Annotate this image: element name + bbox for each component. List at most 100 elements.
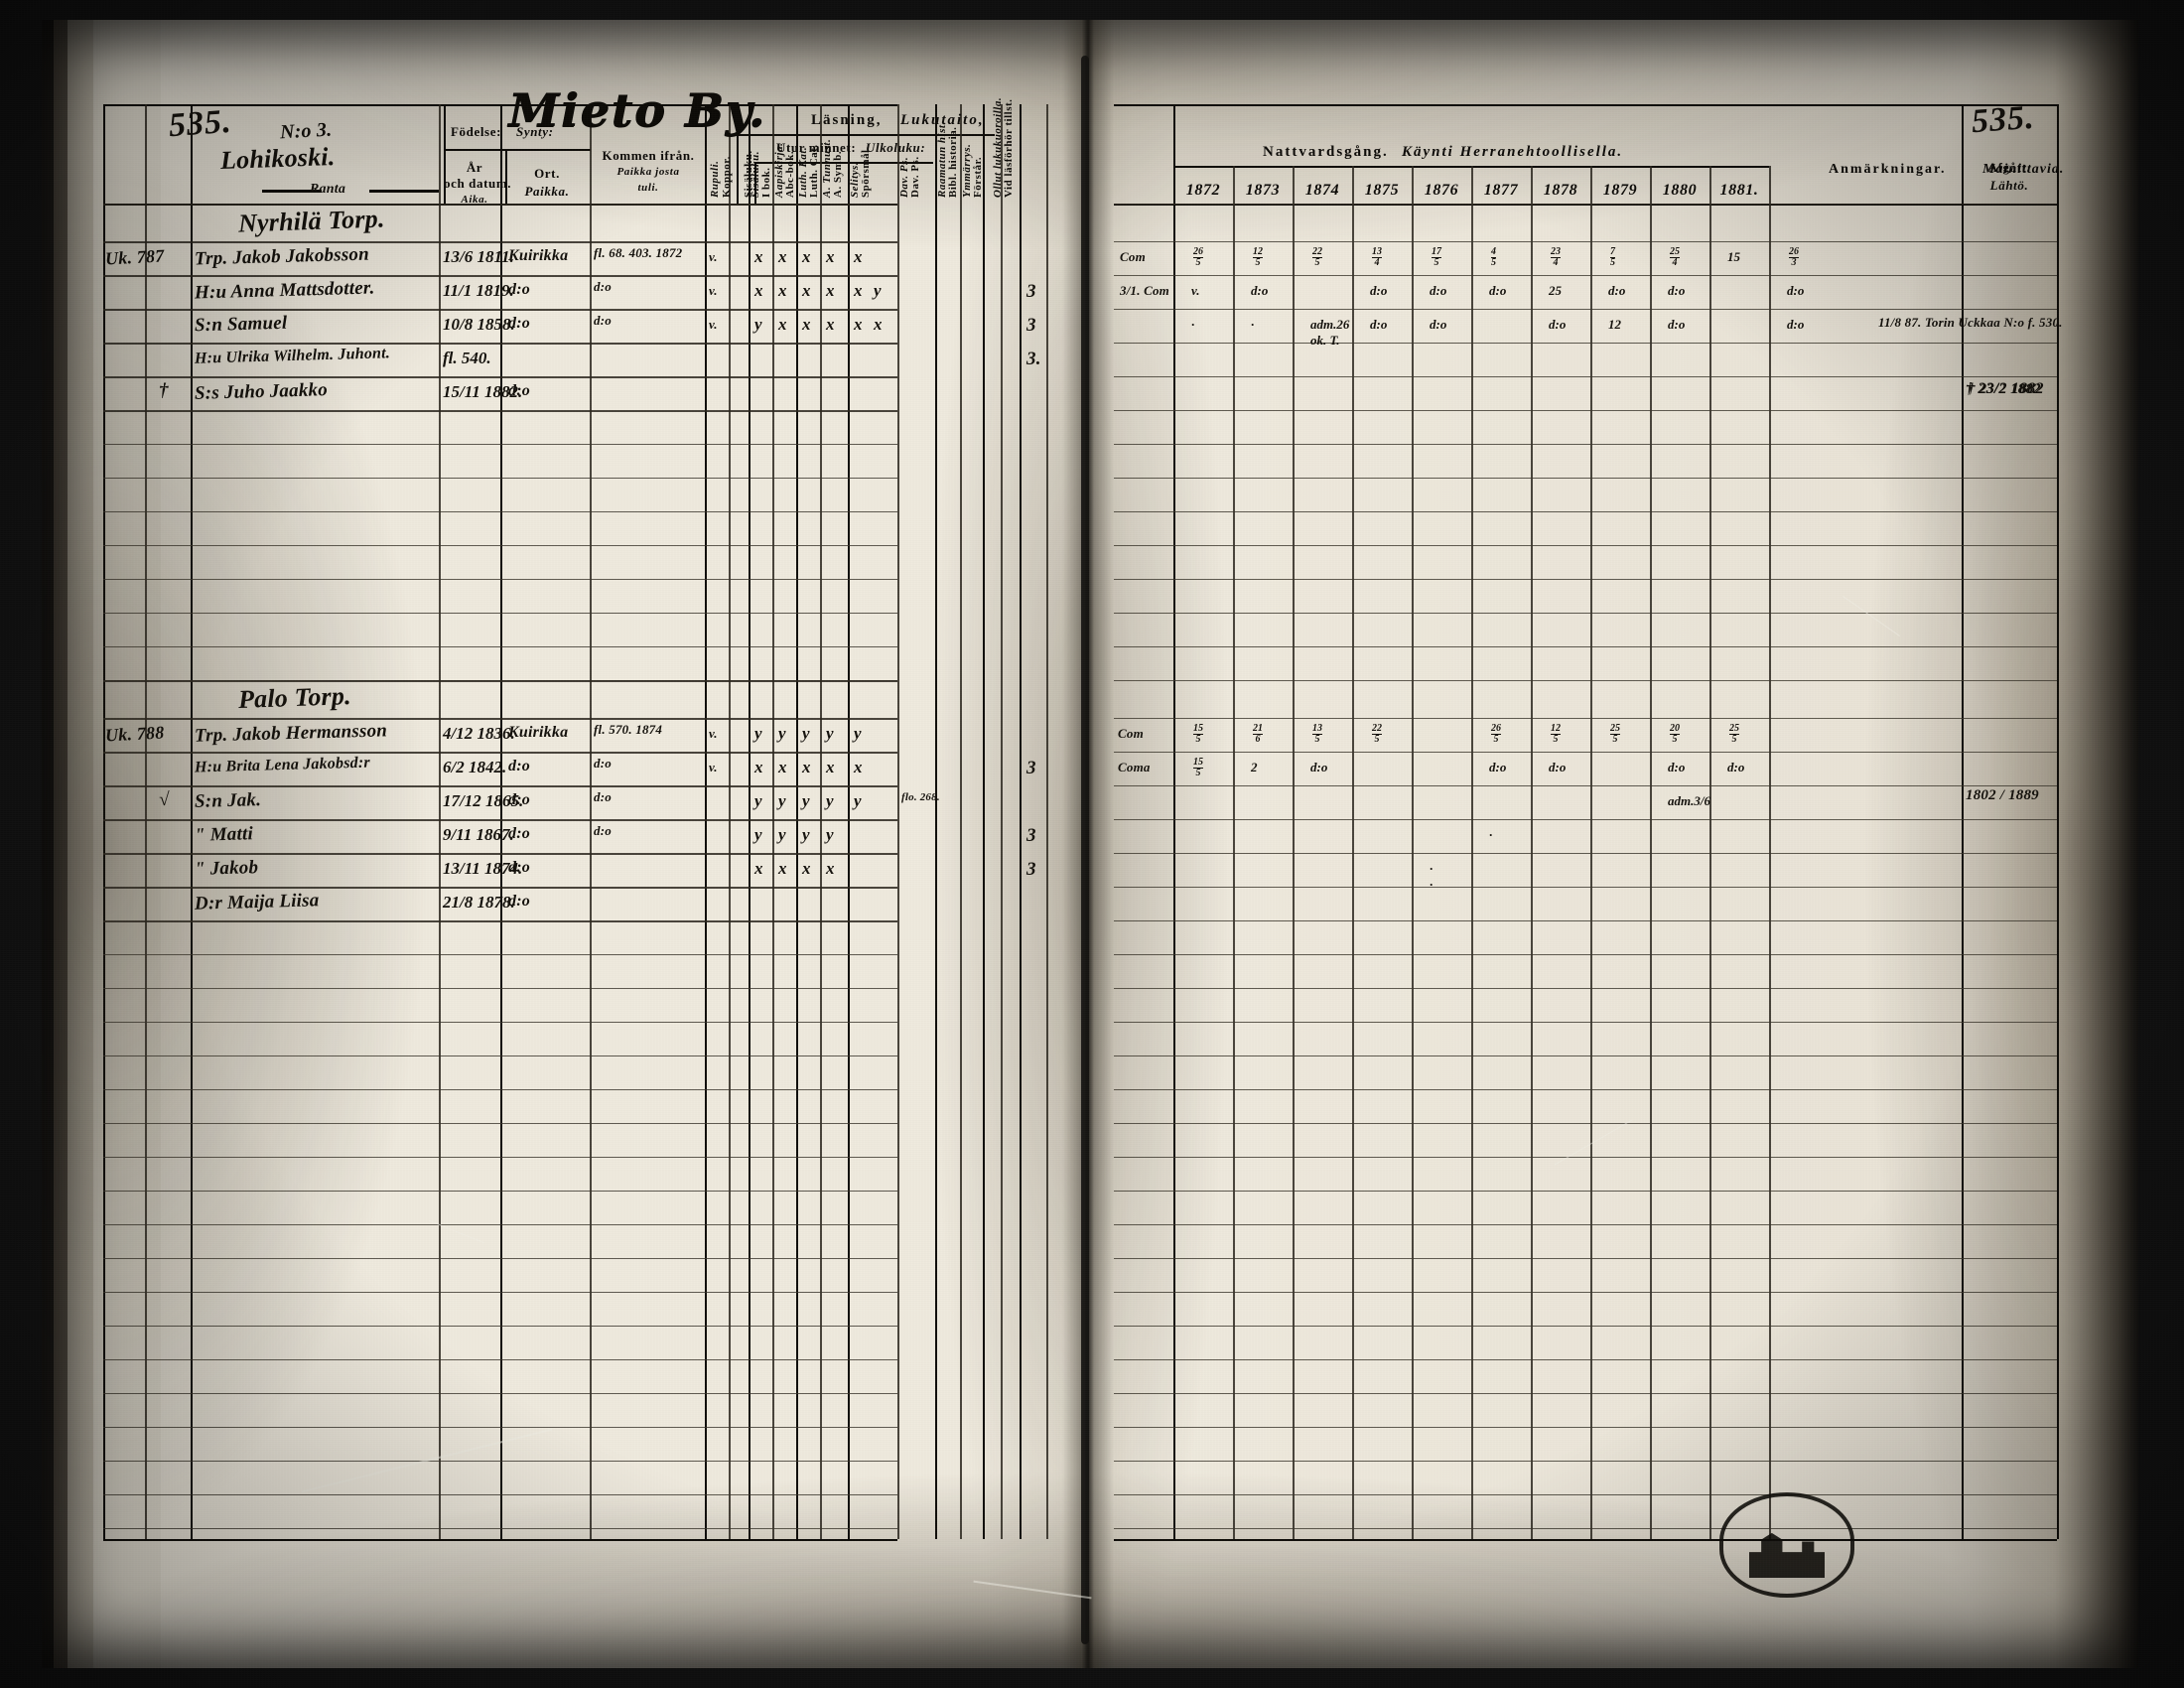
smallpox-mark: v. <box>709 726 718 741</box>
communion-date-fraction: 26 5 <box>1491 723 1501 745</box>
birth-date-label-3: Aika. <box>461 194 488 206</box>
subcol-label-sv-5: Dav. Ps. <box>909 156 921 198</box>
table-rule-horizontal <box>103 680 897 682</box>
table-rule-vertical <box>796 104 798 1539</box>
table-rule-vertical <box>737 134 739 204</box>
table-rule-horizontal <box>103 579 897 580</box>
table-rule-horizontal <box>1114 241 2057 242</box>
table-rule-horizontal <box>444 149 591 151</box>
communion-year-1877: 1877 <box>1483 182 1519 199</box>
table-rule-horizontal <box>103 1258 897 1259</box>
table-rule-vertical <box>960 104 962 1539</box>
birth-date-value: 6/2 1842. <box>443 758 507 776</box>
table-rule-horizontal <box>1114 545 2057 546</box>
village-title: Mieto By. <box>508 83 766 137</box>
came-from-value: fl. 68. 403. 1872 <box>594 245 683 260</box>
literacy-mark: x <box>874 315 883 334</box>
table-rule-horizontal <box>1114 785 2057 786</box>
from-memory-label-fi: Ulkoluku: <box>866 140 926 155</box>
table-rule-vertical <box>439 104 441 1539</box>
table-rule-horizontal <box>1114 204 2057 205</box>
communion-header-sv: Nattvardsgång. <box>1263 144 1389 160</box>
table-rule-vertical <box>705 104 707 1539</box>
table-rule-horizontal <box>1114 1055 2057 1056</box>
table-rule-horizontal <box>1114 718 2057 719</box>
communion-mark: d:o <box>1787 283 1805 298</box>
literacy-mark: x <box>754 247 763 266</box>
birth-place-value: d:o <box>508 825 530 842</box>
communion-date-fraction: 20 5 <box>1670 723 1680 745</box>
table-rule-horizontal <box>103 1123 897 1124</box>
table-rule-horizontal <box>1114 680 2057 681</box>
birth-date-label-2: och datum. <box>444 176 512 191</box>
smallpox-mark: v. <box>709 249 718 264</box>
literacy-mark: x <box>754 281 763 300</box>
table-rule-horizontal <box>103 752 897 754</box>
table-rule-horizontal <box>1114 511 2057 512</box>
departure-text: † 23/2 1882 <box>1966 380 2044 397</box>
birth-date-value: fl. 540. <box>443 349 491 367</box>
birth-date-value: 13/6 1811. <box>443 247 514 266</box>
table-rule-horizontal <box>1114 1191 2057 1192</box>
smallpox-mark: v. <box>709 760 718 774</box>
literacy-mark: x <box>826 859 835 878</box>
table-rule-horizontal <box>103 1224 897 1225</box>
row-marker: √ <box>159 789 170 810</box>
table-rule-horizontal <box>103 1157 897 1158</box>
subcol-label-fi-6: Raamatun hist. <box>936 121 948 198</box>
table-rule-vertical <box>935 104 937 1539</box>
birth-group-label-sv: Födelse: <box>451 124 502 139</box>
communion-year-1872: 1872 <box>1185 182 1221 199</box>
literacy-mark: x <box>802 859 811 878</box>
table-rule-horizontal <box>1114 1326 2057 1327</box>
communion-date-fraction: 12 5 <box>1253 246 1263 268</box>
communion-mark: d:o <box>1430 283 1447 298</box>
table-rule-horizontal <box>103 1089 897 1090</box>
literacy-mark: y <box>778 724 786 743</box>
communion-mark: d:o <box>1430 317 1447 332</box>
household-group-title: Nyrhilä Torp. <box>237 204 386 238</box>
communion-date-fraction: 15 5 <box>1193 757 1203 778</box>
table-rule-horizontal <box>1114 954 2057 955</box>
literacy-mark: x <box>854 281 863 300</box>
person-name: S:s Juho Jaakko <box>194 379 329 404</box>
communion-mark: adm.3/6 <box>1668 793 1710 808</box>
table-rule-horizontal <box>1114 376 2057 377</box>
communion-mark: · · <box>1430 861 1433 892</box>
table-rule-horizontal <box>103 954 897 955</box>
reading-group-label-sv: Läsning, <box>811 112 883 128</box>
literacy-mark: y <box>826 825 834 844</box>
communion-mark: · <box>1489 827 1493 842</box>
came-from-value: d:o <box>594 756 612 771</box>
smallpox-mark: v. <box>709 283 718 298</box>
communion-year-1879: 1879 <box>1602 182 1638 199</box>
table-rule-horizontal <box>103 309 897 311</box>
subcol-label-sv-7: Förstår. <box>972 156 984 198</box>
subcol-label-sv-4: Spörsmål. <box>860 146 872 198</box>
birth-place-value: d:o <box>508 315 530 332</box>
literacy-mark: y <box>778 825 786 844</box>
table-rule-horizontal <box>1114 478 2057 479</box>
household-uk-number: Uk. 787 <box>104 245 165 269</box>
table-rule-horizontal <box>1114 752 2057 753</box>
literacy-mark: x <box>826 758 835 776</box>
table-rule-horizontal <box>1114 887 2057 888</box>
literacy-mark: x <box>802 758 811 776</box>
table-rule-horizontal <box>103 376 897 378</box>
table-rule-vertical <box>848 104 850 1539</box>
table-rule-horizontal <box>103 1292 897 1293</box>
table-rule-horizontal <box>1114 275 2057 276</box>
subcol-label-fi-4: Selitys. <box>849 161 861 198</box>
admitted-count: 3 <box>1026 281 1036 302</box>
birth-place-value: d:o <box>508 758 530 774</box>
household-number: N:o 3. <box>279 118 333 144</box>
table-rule-horizontal <box>1114 1022 2057 1023</box>
literacy-mark: x <box>802 315 811 334</box>
table-rule-vertical <box>191 104 193 1539</box>
communion-date-fraction: 12 5 <box>1551 723 1561 745</box>
table-rule-horizontal <box>103 1359 897 1360</box>
birth-place-label-fi: Paikka. <box>524 184 570 199</box>
communion-row-prefix: Com <box>1118 726 1144 741</box>
subcol-label-fi-2: Luth. Kat. <box>797 146 809 198</box>
table-rule-horizontal <box>1114 444 2057 445</box>
